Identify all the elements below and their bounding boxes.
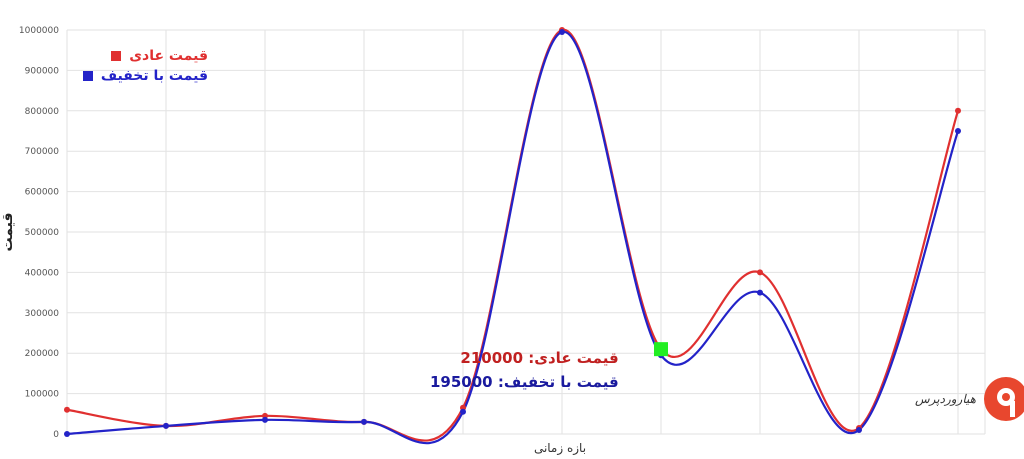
tooltip-marker (654, 342, 668, 357)
data-point-1[interactable] (361, 418, 367, 425)
legend-label-discount: قیمت با تخفیف (100, 68, 208, 84)
y-tick-label: 400000 (25, 268, 60, 278)
legend-swatch-discount (82, 71, 93, 81)
data-point-1[interactable] (163, 422, 169, 429)
y-tick-label: 0 (53, 430, 59, 440)
y-tick-label: 500000 (25, 228, 60, 238)
y-tick-label: 600000 (25, 188, 60, 198)
grid-lines (66, 29, 986, 435)
data-point-0[interactable] (955, 107, 961, 114)
data-point-1[interactable] (559, 29, 565, 36)
y-tick-labels: 0 100000 200000 300000 400000 500000 600000 700… (19, 26, 59, 440)
tooltip-discount: قیمت با تخفیف: 195000 (430, 373, 619, 391)
site-logo: هیاروردپرس (915, 375, 1024, 423)
y-tick-label: 1000000 (19, 26, 59, 36)
y-tick-label: 900000 (25, 66, 60, 76)
data-point-1[interactable] (262, 416, 268, 423)
legend-item-discount[interactable]: قیمت با تخفیف (82, 68, 208, 84)
data-point-0[interactable] (757, 269, 763, 276)
y-tick-label: 300000 (25, 309, 60, 319)
x-axis-label: بازه زمانی (534, 441, 586, 456)
data-point-1[interactable] (757, 289, 763, 296)
logo-text: هیاروردپرس (915, 392, 976, 406)
y-tick-label: 100000 (25, 390, 60, 400)
legend-item-regular[interactable]: قیمت عادی (111, 48, 208, 64)
tooltip: قیمت عادی: 210000 قیمت با تخفیف: 195000 (430, 346, 619, 394)
legend-swatch-regular (111, 51, 122, 61)
logo-icon (983, 377, 1024, 421)
y-tick-label: 700000 (25, 147, 60, 157)
y-tick-label: 800000 (25, 107, 60, 117)
data-point-1[interactable] (856, 426, 862, 433)
data-point-0[interactable] (64, 406, 70, 413)
legend-label-regular: قیمت عادی (129, 48, 208, 64)
tooltip-regular: قیمت عادی: 210000 (460, 349, 619, 367)
data-point-1[interactable] (955, 128, 961, 134)
data-point-1[interactable] (64, 431, 70, 437)
y-axis-label: قیمت (0, 212, 16, 251)
y-tick-label: 200000 (25, 349, 60, 359)
data-point-1[interactable] (460, 408, 466, 415)
